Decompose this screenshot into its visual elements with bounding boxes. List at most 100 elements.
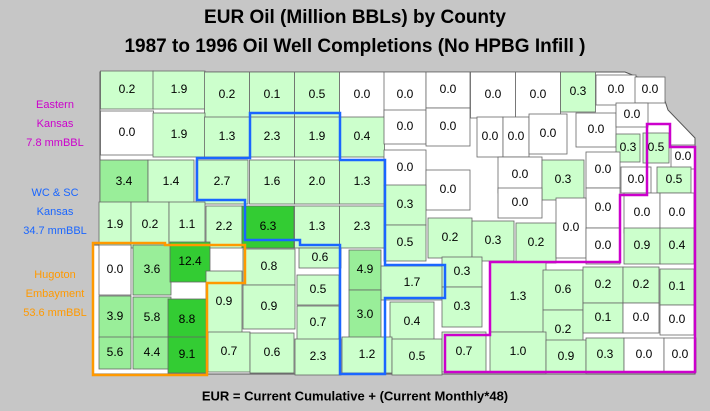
county-value: 1.3 bbox=[354, 174, 371, 188]
county-value: 0.3 bbox=[485, 233, 502, 247]
county bbox=[294, 71, 340, 119]
county-value: 5.8 bbox=[144, 310, 161, 324]
county-value: 6.3 bbox=[260, 219, 277, 233]
county bbox=[441, 286, 483, 328]
county-value: 1.7 bbox=[404, 275, 421, 289]
county bbox=[296, 305, 340, 341]
county bbox=[634, 76, 666, 104]
county-value: 0.7 bbox=[221, 344, 238, 358]
county bbox=[207, 331, 251, 373]
region-label: 53.6 mmBBL bbox=[23, 307, 87, 319]
county bbox=[528, 113, 568, 155]
county-value: 0.0 bbox=[397, 119, 414, 133]
county-value: 4.4 bbox=[144, 345, 161, 359]
eastern-outline bbox=[443, 122, 697, 374]
county-value: 0.4 bbox=[354, 129, 371, 143]
wc-sc-outline bbox=[195, 111, 447, 376]
region-labels: Eastern Kansas 7.8 mmBBL WC & SC Kansas 34.7 … bbox=[23, 99, 87, 319]
region-label: Kansas bbox=[37, 118, 74, 130]
county-value: 3.9 bbox=[107, 309, 124, 323]
county bbox=[205, 205, 243, 249]
county-value: 0.0 bbox=[669, 312, 686, 326]
county-value: 1.6 bbox=[264, 174, 281, 188]
county-value: 0.6 bbox=[264, 345, 281, 359]
county-value: 1.1 bbox=[179, 217, 196, 231]
county-value: 2.3 bbox=[354, 219, 371, 233]
county-value: 0.5 bbox=[648, 140, 665, 154]
county bbox=[585, 227, 621, 265]
county bbox=[555, 197, 587, 259]
county-value: 2.0 bbox=[309, 174, 326, 188]
county bbox=[242, 284, 296, 330]
county-value: 0.9 bbox=[216, 294, 233, 308]
county bbox=[383, 224, 427, 262]
county-value: 0.2 bbox=[119, 82, 136, 96]
county bbox=[168, 201, 206, 249]
county-value: 0.8 bbox=[261, 259, 278, 273]
county-value: 0.7 bbox=[310, 315, 327, 329]
county-value: 0.0 bbox=[595, 238, 612, 252]
county bbox=[425, 71, 471, 109]
counties: 0.2 1.9 0.2 0.1 0.5 0.0 0.0 0.0 0.0 0.0 0.3 0.0 0.0 0… bbox=[98, 70, 697, 376]
county bbox=[98, 295, 132, 339]
county-value: 0.9 bbox=[558, 349, 575, 363]
county-value: 0.0 bbox=[440, 119, 457, 133]
title: EUR Oil (Million BBLs) by County bbox=[204, 7, 506, 28]
county-value: 0.0 bbox=[636, 347, 653, 361]
county bbox=[348, 289, 382, 341]
county bbox=[585, 337, 625, 373]
county-value: 0.0 bbox=[628, 172, 645, 186]
county-value: 1.9 bbox=[107, 217, 124, 231]
county bbox=[663, 337, 697, 373]
county bbox=[152, 112, 206, 158]
county-value: 0.0 bbox=[530, 87, 547, 101]
county-value: 0.0 bbox=[642, 82, 659, 96]
county-value: 0.0 bbox=[508, 129, 525, 143]
county bbox=[341, 336, 393, 374]
region-label: WC & SC bbox=[31, 187, 78, 199]
county bbox=[560, 71, 596, 113]
region-label: 34.7 mmBBL bbox=[23, 225, 87, 237]
county bbox=[615, 102, 649, 128]
county bbox=[167, 336, 207, 374]
county-value: 0.0 bbox=[595, 162, 612, 176]
county-value: 3.4 bbox=[116, 174, 133, 188]
county bbox=[582, 266, 624, 304]
county bbox=[169, 241, 211, 283]
county bbox=[383, 184, 427, 226]
county-value: 1.9 bbox=[309, 129, 326, 143]
county-value: 1.2 bbox=[359, 347, 376, 361]
county-value: 0.0 bbox=[588, 122, 605, 136]
county bbox=[98, 201, 132, 249]
county-value: 0.0 bbox=[482, 129, 499, 143]
county bbox=[659, 268, 695, 306]
footer: EUR = Current Cumulative + (Current Mont… bbox=[202, 388, 508, 403]
county-value: 0.0 bbox=[563, 220, 580, 234]
county-value: 9.1 bbox=[179, 347, 196, 361]
county bbox=[99, 159, 149, 205]
county-value: 0.0 bbox=[608, 82, 625, 96]
county bbox=[622, 302, 660, 334]
county bbox=[98, 244, 132, 296]
county bbox=[204, 116, 250, 158]
county bbox=[497, 187, 543, 219]
county bbox=[623, 227, 661, 265]
county-value: 1.3 bbox=[510, 289, 527, 303]
county bbox=[242, 248, 296, 286]
county bbox=[471, 220, 515, 262]
county-value: 0.2 bbox=[595, 277, 612, 291]
county bbox=[489, 261, 547, 333]
county-value: 2.7 bbox=[214, 174, 231, 188]
county-value: 0.3 bbox=[397, 197, 414, 211]
county-value: 0.3 bbox=[454, 264, 471, 278]
county-value: 1.9 bbox=[171, 127, 188, 141]
county bbox=[425, 169, 471, 211]
county-value: 1.3 bbox=[309, 219, 326, 233]
county-value: 0.0 bbox=[485, 87, 502, 101]
county bbox=[348, 249, 382, 291]
county bbox=[339, 71, 385, 119]
county bbox=[204, 71, 250, 119]
county-value: 0.9 bbox=[261, 299, 278, 313]
county-value: 0.5 bbox=[310, 282, 327, 296]
county bbox=[339, 205, 385, 249]
